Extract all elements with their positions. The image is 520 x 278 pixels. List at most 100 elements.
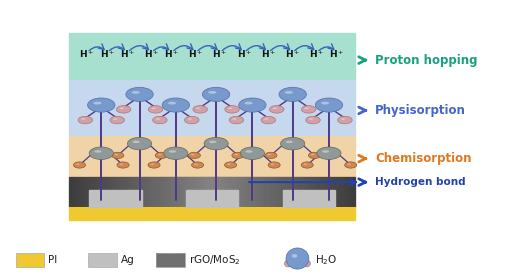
Ellipse shape [89, 147, 113, 160]
Ellipse shape [151, 108, 155, 109]
Ellipse shape [112, 152, 124, 158]
Ellipse shape [93, 102, 101, 105]
Ellipse shape [202, 87, 230, 101]
Text: Hydrogen bond: Hydrogen bond [375, 177, 466, 187]
Ellipse shape [117, 162, 129, 168]
Ellipse shape [204, 137, 228, 150]
Text: H$^+$: H$^+$ [285, 48, 301, 59]
Ellipse shape [261, 116, 276, 124]
Ellipse shape [148, 162, 160, 168]
Ellipse shape [208, 91, 216, 94]
Text: H$^+$: H$^+$ [80, 48, 95, 59]
Ellipse shape [110, 116, 124, 124]
Ellipse shape [126, 87, 153, 101]
Ellipse shape [322, 150, 329, 153]
Ellipse shape [120, 108, 124, 109]
Ellipse shape [158, 154, 161, 155]
Ellipse shape [185, 116, 199, 124]
Ellipse shape [272, 108, 277, 109]
Ellipse shape [94, 150, 101, 153]
Ellipse shape [264, 118, 268, 120]
Text: H$^+$: H$^+$ [100, 48, 115, 59]
Ellipse shape [113, 118, 118, 120]
Text: H$^+$: H$^+$ [144, 48, 159, 59]
Ellipse shape [196, 108, 200, 109]
Ellipse shape [188, 118, 192, 120]
Ellipse shape [169, 150, 176, 153]
Ellipse shape [225, 162, 237, 168]
Ellipse shape [269, 106, 284, 113]
Text: Proton hopping: Proton hopping [375, 54, 478, 67]
Ellipse shape [87, 98, 115, 112]
Ellipse shape [347, 163, 351, 165]
Text: Chemisorption: Chemisorption [375, 152, 472, 165]
Ellipse shape [151, 163, 154, 165]
Ellipse shape [302, 106, 316, 113]
Ellipse shape [317, 147, 341, 160]
Ellipse shape [235, 154, 238, 155]
Ellipse shape [285, 141, 293, 143]
Ellipse shape [193, 106, 207, 113]
Ellipse shape [308, 152, 320, 158]
Ellipse shape [341, 118, 345, 120]
Ellipse shape [228, 108, 232, 109]
Ellipse shape [209, 141, 216, 143]
Ellipse shape [152, 116, 167, 124]
Ellipse shape [73, 162, 86, 168]
Text: H$^+$: H$^+$ [188, 48, 204, 59]
Text: H$^+$: H$^+$ [164, 48, 179, 59]
Ellipse shape [304, 108, 309, 109]
Ellipse shape [227, 163, 231, 165]
Text: H$_2$O: H$_2$O [315, 253, 337, 267]
Ellipse shape [345, 162, 357, 168]
Bar [69, 80, 355, 136]
Text: rGO/MoS$_2$: rGO/MoS$_2$ [189, 253, 241, 267]
Bar [69, 177, 355, 207]
Ellipse shape [270, 163, 274, 165]
Ellipse shape [232, 152, 244, 158]
Ellipse shape [268, 162, 280, 168]
Ellipse shape [116, 106, 131, 113]
Text: H$^+$: H$^+$ [237, 48, 252, 59]
Ellipse shape [240, 147, 265, 160]
Ellipse shape [78, 116, 93, 124]
Ellipse shape [164, 147, 188, 160]
Text: H$^+$: H$^+$ [329, 48, 345, 59]
Text: H$^+$: H$^+$ [261, 48, 276, 59]
Ellipse shape [188, 152, 200, 158]
Ellipse shape [245, 150, 253, 153]
Text: H$^+$: H$^+$ [309, 48, 324, 59]
Ellipse shape [162, 98, 189, 112]
Bar [283, 190, 335, 207]
Ellipse shape [168, 102, 176, 105]
Ellipse shape [225, 106, 239, 113]
Ellipse shape [337, 116, 352, 124]
Bar [69, 136, 355, 177]
Ellipse shape [285, 91, 293, 94]
Text: Ag: Ag [121, 255, 135, 265]
Ellipse shape [311, 154, 315, 155]
Ellipse shape [229, 116, 244, 124]
Ellipse shape [191, 162, 204, 168]
Ellipse shape [309, 118, 313, 120]
Ellipse shape [127, 137, 152, 150]
Ellipse shape [306, 116, 320, 124]
Ellipse shape [191, 154, 194, 155]
Ellipse shape [267, 154, 271, 155]
Bar [89, 190, 141, 207]
Text: Physisorption: Physisorption [375, 104, 466, 117]
Ellipse shape [279, 87, 306, 101]
Ellipse shape [155, 118, 160, 120]
Ellipse shape [81, 118, 85, 120]
Ellipse shape [301, 162, 313, 168]
Ellipse shape [114, 154, 118, 155]
Ellipse shape [304, 163, 307, 165]
Ellipse shape [244, 102, 253, 105]
Ellipse shape [76, 163, 80, 165]
Ellipse shape [133, 141, 140, 143]
Bar [69, 207, 355, 220]
Ellipse shape [239, 98, 266, 112]
Text: H$^+$: H$^+$ [120, 48, 135, 59]
Ellipse shape [132, 91, 140, 94]
Bar [69, 33, 355, 80]
